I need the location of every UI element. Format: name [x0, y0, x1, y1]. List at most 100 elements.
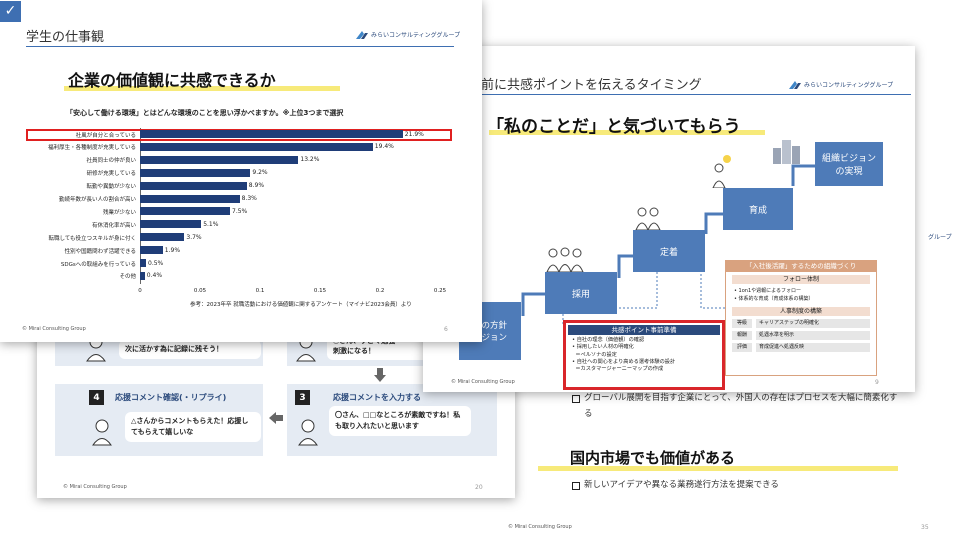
panel-title: 「入社後活躍」するための組織づくり: [726, 261, 876, 272]
headline-underline: [538, 466, 898, 471]
company-logo: みらいコンサルティンググループ: [356, 30, 460, 39]
comment-bubble: 〇さん、□□なところが素敵ですね！私も取り入れたいと思います: [329, 406, 471, 436]
step-number: 3: [295, 390, 310, 405]
headline: 企業の価値観に共感できるか: [68, 71, 276, 90]
evaluation-chip: 評価: [732, 343, 752, 352]
pre-prep-item: • 自社の理念（価値観）の確認: [572, 337, 645, 343]
arrow-down-icon: [374, 368, 386, 382]
y-axis-line: [140, 128, 141, 284]
x-tick-label: 0.2: [375, 288, 385, 294]
bar-category-label: 転職しても役立つスキルが身に付く: [48, 235, 136, 242]
bar-category-label: 転勤や異動が少ない: [86, 184, 136, 191]
page-number: 9: [875, 379, 879, 386]
headline-underline: [64, 86, 340, 91]
bar-category-label: 福利厚生・各種制度が充実している: [48, 145, 136, 152]
footer: © Mirai Consulting Group: [508, 524, 572, 530]
item-text: 自社への関心をより高める選考体験の設計: [576, 358, 676, 365]
logo-text: グループ: [928, 234, 952, 241]
bar-category-label: 性別や国籍問わず活躍できる: [64, 248, 136, 255]
bar-category-label: 有休消化率が高い: [91, 222, 136, 229]
buildings-icon: [773, 140, 800, 164]
bar-value-label: 7.5%: [232, 207, 248, 215]
bar: [140, 246, 163, 255]
footer: © Mirai Consulting Group: [63, 484, 127, 490]
flow-connectors: [521, 164, 815, 326]
person-icon: [92, 419, 112, 446]
person-icon: [298, 419, 318, 446]
retention-box: 定着: [633, 230, 705, 272]
bar: [140, 130, 403, 138]
headline: 「私のことだ」と気づいてもらう: [487, 117, 741, 137]
company-logo: みらいコンサルティンググループ: [789, 80, 893, 89]
logo-mark-icon: [356, 30, 368, 39]
recruit-box: 採用: [545, 272, 617, 314]
bar-value-label: 1.9%: [164, 246, 181, 254]
grade-text: キャリアステップの明確化: [756, 319, 870, 328]
item-text: 自社の理念（価値観）の確認: [576, 337, 645, 343]
bar: [140, 233, 185, 242]
comment-bubble: △さんからコメントもらえた！応援してもらえて嬉しいな: [125, 412, 261, 442]
bar-category-label: その他: [119, 274, 136, 281]
page-number: 20: [475, 484, 483, 491]
arrow-left-icon: [269, 412, 283, 424]
bar-value-label: 5.1%: [203, 220, 219, 228]
x-tick-label: 0: [138, 288, 142, 294]
bar: [140, 207, 230, 216]
bar: [140, 181, 247, 190]
people-pair-icon: [635, 207, 661, 230]
post-hire-panel: 「入社後活躍」するための組織づくり フォロー体制 • 1on1や週報によるフォロ…: [725, 260, 877, 376]
slide-title: 学生の仕事観: [26, 30, 105, 45]
item-text: ＝カスタマージャーニーマップの作成: [575, 366, 664, 373]
pre-prep-item: ＝カスタマージャーニーマップの作成: [572, 366, 675, 373]
comment-bubble: 次に活かす為に記録に残そう！: [119, 340, 261, 359]
bullet-square-icon: [572, 482, 580, 490]
source-note: 参考：2023年卒 就職活動における価値観に関するアンケート（マイナビ2023会…: [190, 302, 412, 308]
bar: [140, 194, 240, 203]
bar-category-label: 社風が自分と合っている: [75, 132, 136, 139]
people-group-icon: [546, 247, 584, 272]
bar-value-label: 0.4%: [146, 272, 163, 280]
bar-value-label: 9.2%: [252, 169, 268, 177]
bullet-text: グローバル展開を目指す企業にとって、外国人の存在はプロセスを大幅に簡素化する: [584, 393, 898, 419]
bar-value-label: 8.3%: [241, 195, 257, 202]
bar: [140, 168, 251, 177]
bar: [140, 155, 299, 164]
pay-chip: 報酬: [732, 331, 752, 340]
survey-question: 「安心して働ける環境」とはどんな環境のことを思い浮かべますか。※上位3つまで選択: [66, 109, 344, 117]
page-number: 35: [921, 524, 929, 531]
hr-title: 人事制度の構築: [732, 307, 870, 316]
person-lightbulb-icon: [712, 155, 731, 188]
bubble-line: 刺激になる！: [333, 347, 375, 355]
page-number: 6: [444, 326, 448, 333]
pre-prep-item: ＝ペルソナの設定: [572, 352, 675, 359]
x-tick-label: 0.15: [313, 288, 327, 294]
bar-value-label: 21.9%: [404, 130, 424, 138]
slide-6: 学生の仕事観 みらいコンサルティンググループ ✓ 企業の価値観に共感できるか 「…: [0, 0, 482, 342]
title-rule: [481, 94, 911, 95]
section-heading: 国内市場でも価値がある: [570, 449, 736, 467]
slide-9: 前に共感ポイントを伝えるタイミング みらいコンサルティンググループ 「私のことだ…: [423, 46, 915, 392]
item-text: ＝ペルソナの設定: [575, 351, 617, 358]
logo-mark-icon: [789, 80, 801, 89]
x-tick-label: 0.1: [255, 288, 265, 294]
step-number: 4: [89, 390, 104, 405]
item-text: 1on1や週報によるフォロー: [738, 288, 801, 294]
logo-text: みらいコンサルティンググループ: [371, 32, 461, 39]
footer: © Mirai Consulting Group: [22, 326, 86, 332]
footer: © Mirai Consulting Group: [451, 379, 515, 385]
bar: [140, 259, 146, 267]
pre-prep-title: 共感ポイント事前準備: [568, 325, 720, 335]
bullet-text: 新しいアイデアや異なる業務遂行方法を提案できる: [584, 480, 779, 490]
headline-underline: [489, 130, 765, 135]
bar-category-label: 研修が充実している: [86, 171, 136, 178]
item-text: 体系的な育成（育成体系の構築）: [738, 296, 814, 302]
bar-chart: 社風が自分と合っている 21.9% 福利厚生・各種制度が充実している 19.4% 社員同…: [0, 126, 482, 316]
pre-prep-items: • 自社の理念（価値観）の確認 • 採用したい人材の明確化 ＝ペルソナの設定 •…: [572, 337, 675, 373]
pre-prep-item: • 採用したい人材の明確化: [572, 344, 634, 351]
pre-prep-item: • 自社への関心をより高める選考体験の設計: [572, 358, 676, 365]
check-icon: ✓: [0, 0, 21, 22]
follow-item: • 1on1や週報によるフォロー: [734, 288, 801, 294]
bullet-square-icon: [572, 395, 580, 403]
evaluation-text: 育成促進へ処遇反映: [756, 343, 870, 352]
grade-chip: 等級: [732, 319, 752, 328]
